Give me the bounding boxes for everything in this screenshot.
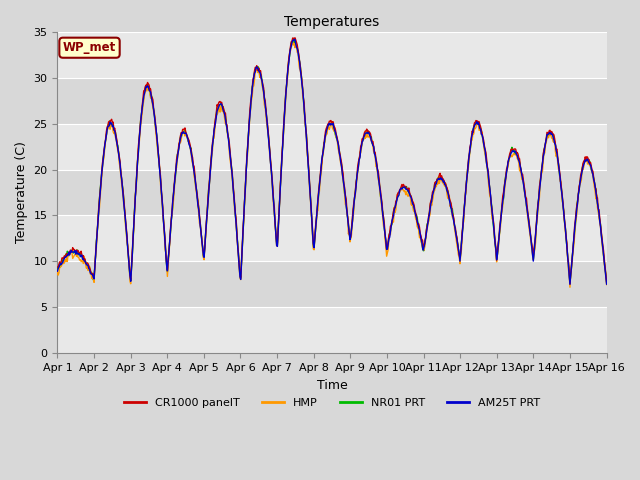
AM25T PRT xyxy=(205,191,212,197)
AM25T PRT xyxy=(415,227,423,233)
Bar xyxy=(58,262,607,308)
Title: Temperatures: Temperatures xyxy=(284,15,380,29)
HMP xyxy=(54,269,61,275)
CR1000 panelT xyxy=(399,181,407,187)
NR01 PRT xyxy=(566,280,574,286)
HMP xyxy=(415,235,423,240)
AM25T PRT xyxy=(120,201,128,207)
NR01 PRT xyxy=(415,231,423,237)
NR01 PRT xyxy=(63,248,71,254)
AM25T PRT xyxy=(603,281,611,287)
CR1000 panelT xyxy=(566,281,574,287)
Bar xyxy=(58,78,607,123)
Line: HMP: HMP xyxy=(58,42,607,287)
CR1000 panelT xyxy=(176,139,184,145)
Line: AM25T PRT: AM25T PRT xyxy=(58,39,607,284)
HMP xyxy=(603,282,611,288)
HMP xyxy=(289,39,296,45)
HMP xyxy=(120,204,128,209)
CR1000 panelT xyxy=(120,197,128,203)
AM25T PRT xyxy=(291,36,299,42)
HMP xyxy=(399,187,407,193)
Legend: CR1000 panelT, HMP, NR01 PRT, AM25T PRT: CR1000 panelT, HMP, NR01 PRT, AM25T PRT xyxy=(119,394,545,412)
X-axis label: Time: Time xyxy=(317,379,348,392)
Bar xyxy=(58,308,607,353)
HMP xyxy=(176,137,184,143)
Bar xyxy=(58,123,607,169)
Bar xyxy=(58,32,607,78)
CR1000 panelT xyxy=(205,187,212,192)
Text: WP_met: WP_met xyxy=(63,41,116,54)
AM25T PRT xyxy=(399,185,407,191)
CR1000 panelT xyxy=(63,253,71,259)
CR1000 panelT xyxy=(291,35,299,41)
NR01 PRT xyxy=(54,266,61,272)
AM25T PRT xyxy=(63,252,71,258)
CR1000 panelT xyxy=(603,279,611,285)
HMP xyxy=(566,284,574,290)
CR1000 panelT xyxy=(54,264,61,270)
Bar xyxy=(58,216,607,262)
AM25T PRT xyxy=(176,140,184,145)
NR01 PRT xyxy=(176,140,184,146)
NR01 PRT xyxy=(120,197,128,203)
HMP xyxy=(63,259,71,264)
HMP xyxy=(205,192,212,198)
NR01 PRT xyxy=(399,184,407,190)
Bar xyxy=(58,169,607,216)
Y-axis label: Temperature (C): Temperature (C) xyxy=(15,142,28,243)
CR1000 panelT xyxy=(415,224,423,230)
AM25T PRT xyxy=(566,281,574,287)
NR01 PRT xyxy=(205,186,212,192)
NR01 PRT xyxy=(289,36,297,41)
Line: NR01 PRT: NR01 PRT xyxy=(58,38,607,283)
NR01 PRT xyxy=(603,280,611,286)
AM25T PRT xyxy=(54,268,61,274)
Line: CR1000 panelT: CR1000 panelT xyxy=(58,38,607,284)
